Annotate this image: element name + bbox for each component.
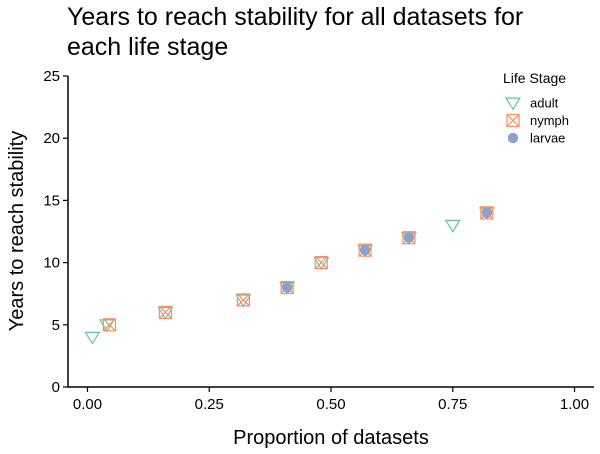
data-point-nymph-box — [358, 243, 372, 257]
data-point-larvae — [359, 244, 371, 256]
legend-label-nymph: nymph — [530, 113, 569, 128]
data-point-nymph-cross-b — [102, 318, 116, 332]
data-point-nymph-cross-b — [314, 256, 328, 270]
data-point-larvae — [481, 207, 493, 219]
data-point-nymph — [236, 293, 250, 307]
data-point-nymph — [314, 256, 328, 270]
y-tick-label: 15 — [43, 192, 60, 209]
data-point-nymph-box — [280, 280, 294, 295]
data-point-nymph-cross-b — [158, 305, 172, 319]
data-point-adult — [313, 257, 330, 271]
data-point-nymph — [158, 305, 173, 319]
legend-key-nymph-cross-b — [506, 114, 520, 127]
chart-title-line-1: Years to reach stability for all dataset… — [67, 3, 523, 31]
x-tick-label: 0.00 — [73, 396, 102, 413]
legend-key-larvae — [507, 132, 519, 144]
legend-key-nymph — [506, 113, 520, 128]
legend-key-nymph-box — [506, 113, 520, 128]
data-point-adult — [157, 306, 174, 320]
y-tick-label: 5 — [52, 317, 60, 334]
legend-label-adult: adult — [530, 96, 559, 111]
data-point-nymph-box — [158, 305, 173, 319]
y-tick-label: 0 — [52, 379, 60, 396]
data-point-adult — [235, 294, 252, 308]
data-point-nymph — [102, 318, 116, 332]
x-tick-label: 1.00 — [560, 396, 589, 413]
x-tick-label: 0.75 — [438, 396, 467, 413]
data-point-nymph-box — [402, 231, 416, 245]
y-tick-label: 20 — [43, 130, 60, 147]
data-point-nymph-box — [236, 293, 250, 307]
legend-key-adult — [504, 97, 522, 111]
y-tick-label: 25 — [43, 68, 60, 85]
data-point-larvae — [281, 282, 293, 293]
x-axis-title: Proportion of datasets — [233, 427, 429, 449]
ticks: 0 5 10 15 20 25 0.00 0.25 0.50 0.75 1.00 — [43, 68, 589, 413]
data-point-larvae — [403, 232, 415, 243]
legend-label-larvae: larvae — [530, 131, 565, 146]
y-axis-title: Years to reach stability — [6, 131, 28, 331]
series-larvae — [281, 207, 493, 293]
data-point-nymph-box — [480, 206, 494, 220]
legend: Life Stage adult nymph larvae — [503, 70, 569, 146]
legend-title: Life Stage — [503, 70, 566, 86]
x-tick-label: 0.25 — [195, 396, 224, 413]
data-points — [84, 206, 495, 345]
data-point-nymph-box — [314, 256, 328, 270]
chart-title-line-2: each life stage — [67, 33, 228, 61]
data-point-nymph-cross-b — [236, 293, 250, 307]
y-tick-label: 10 — [43, 255, 60, 272]
series-adult — [84, 207, 495, 345]
x-tick-label: 0.50 — [316, 396, 345, 413]
data-point-adult — [444, 219, 461, 233]
data-point-nymph-box — [102, 318, 116, 332]
data-point-adult — [84, 331, 101, 345]
